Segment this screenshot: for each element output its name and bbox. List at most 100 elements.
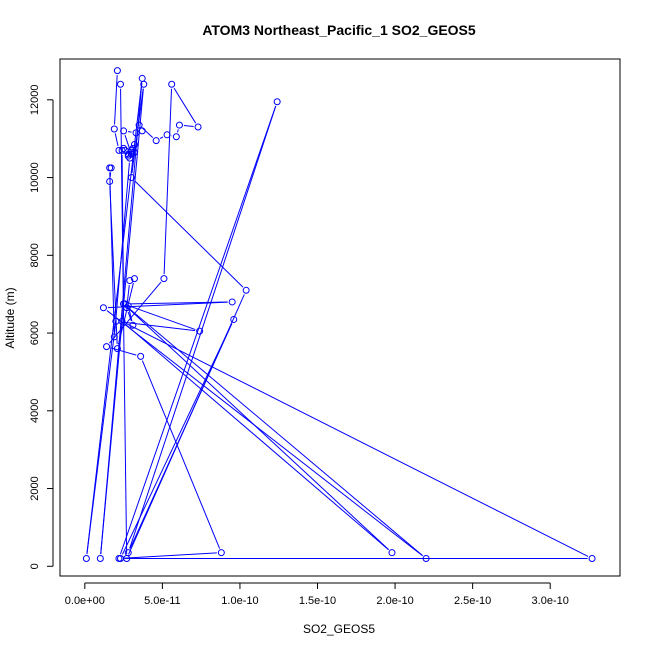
data-point [132,129,140,137]
data-point [196,327,204,335]
plot-area-border [59,58,621,577]
x-tick-label: 0.0e+00 [65,595,105,607]
y-tick-label: 2000 [29,476,41,500]
data-point [127,150,135,158]
x-tick-label: 2.0e-10 [376,595,413,607]
data-point [120,144,128,152]
data-point [113,67,121,75]
y-tick-label: 6000 [29,321,41,345]
series-layer [82,67,596,563]
series-segment [142,127,154,138]
data-point [99,304,107,312]
series-segment [120,321,196,332]
y-tick-label: 4000 [29,399,41,423]
series-segment [109,172,115,333]
series-segment [125,322,589,557]
series-segment [123,552,217,559]
data-point [217,549,225,557]
data-point [113,345,121,353]
x-tick-label: 5.0e-11 [144,595,181,607]
data-point [228,298,236,306]
data-point [96,555,104,563]
data-point [588,555,596,563]
data-point [130,141,138,149]
series-segment [163,88,173,275]
series-segment [120,88,128,555]
data-point [123,555,131,563]
series-segment [100,88,144,555]
data-point [130,275,138,283]
y-tick-label: 12000 [29,85,41,116]
series-segment [177,129,179,133]
y-tick-label: 10000 [29,162,41,193]
data-point [168,80,176,88]
data-point [194,123,202,131]
series-segment [114,133,119,147]
data-point [126,154,134,162]
data-point [116,80,124,88]
series-segment [129,105,277,549]
series-segment [114,75,118,125]
y-tick-label: 0 [29,563,41,569]
data-point [124,302,132,310]
data-point [118,146,126,154]
series-segment [126,284,130,304]
series-segment [124,135,131,151]
data-point [152,137,160,145]
data-point [106,164,114,172]
series-segment [127,131,132,133]
data-point [273,98,281,106]
chart-title: ATOM3 Northeast_Pacific_1 SO2_GEOS5 [202,22,476,38]
x-tick-label: 1.5e-10 [299,595,336,607]
series-segment [121,323,233,555]
data-point [242,286,250,294]
data-point [388,549,396,557]
data-point [422,555,430,563]
series-segment [106,310,423,557]
data-point [160,275,168,283]
data-point [82,555,90,563]
data-point [138,74,146,82]
data-point [175,121,183,129]
data-point [103,343,111,351]
x-axis-title: SO2_GEOS5 [303,622,375,636]
series-segment [134,180,244,288]
series-segment [183,125,194,128]
data-point [230,315,238,323]
series-segment [159,136,164,139]
series-segment [131,88,144,174]
x-axis: 0.0e+00 5.0e-11 1.0e-10 1.5e-10 2.0e-10 2.5e-… [65,582,569,607]
data-point [120,127,128,135]
data-point [110,333,118,341]
x-tick-label: 3.0e-10 [532,595,569,607]
data-point [110,125,118,133]
x-tick-label: 2.5e-10 [454,595,491,607]
data-point [126,277,134,285]
y-axis-title: Altitude (m) [3,287,17,348]
data-point [138,127,146,135]
data-point [120,300,128,308]
series-segment [129,301,228,305]
data-point [129,321,137,329]
data-point [172,133,180,141]
y-axis: 0 2000 4000 6000 8000 10000 12000 [29,85,54,569]
data-point [106,177,114,185]
series-segment [127,311,132,322]
series-segment [119,105,277,555]
series-segment [126,306,423,556]
series-segment [173,87,197,124]
series-segment [127,304,196,331]
x-tick-label: 1.0e-10 [221,595,258,607]
data-point [140,80,148,88]
series-segment [128,310,133,322]
data-point [163,131,171,139]
data-point [137,352,145,360]
data-point [121,146,129,154]
series-segment [128,294,245,555]
series-segment [125,323,389,551]
data-point [127,174,135,182]
series-segment [141,360,221,549]
series-segment [109,281,162,344]
data-point [112,317,120,325]
